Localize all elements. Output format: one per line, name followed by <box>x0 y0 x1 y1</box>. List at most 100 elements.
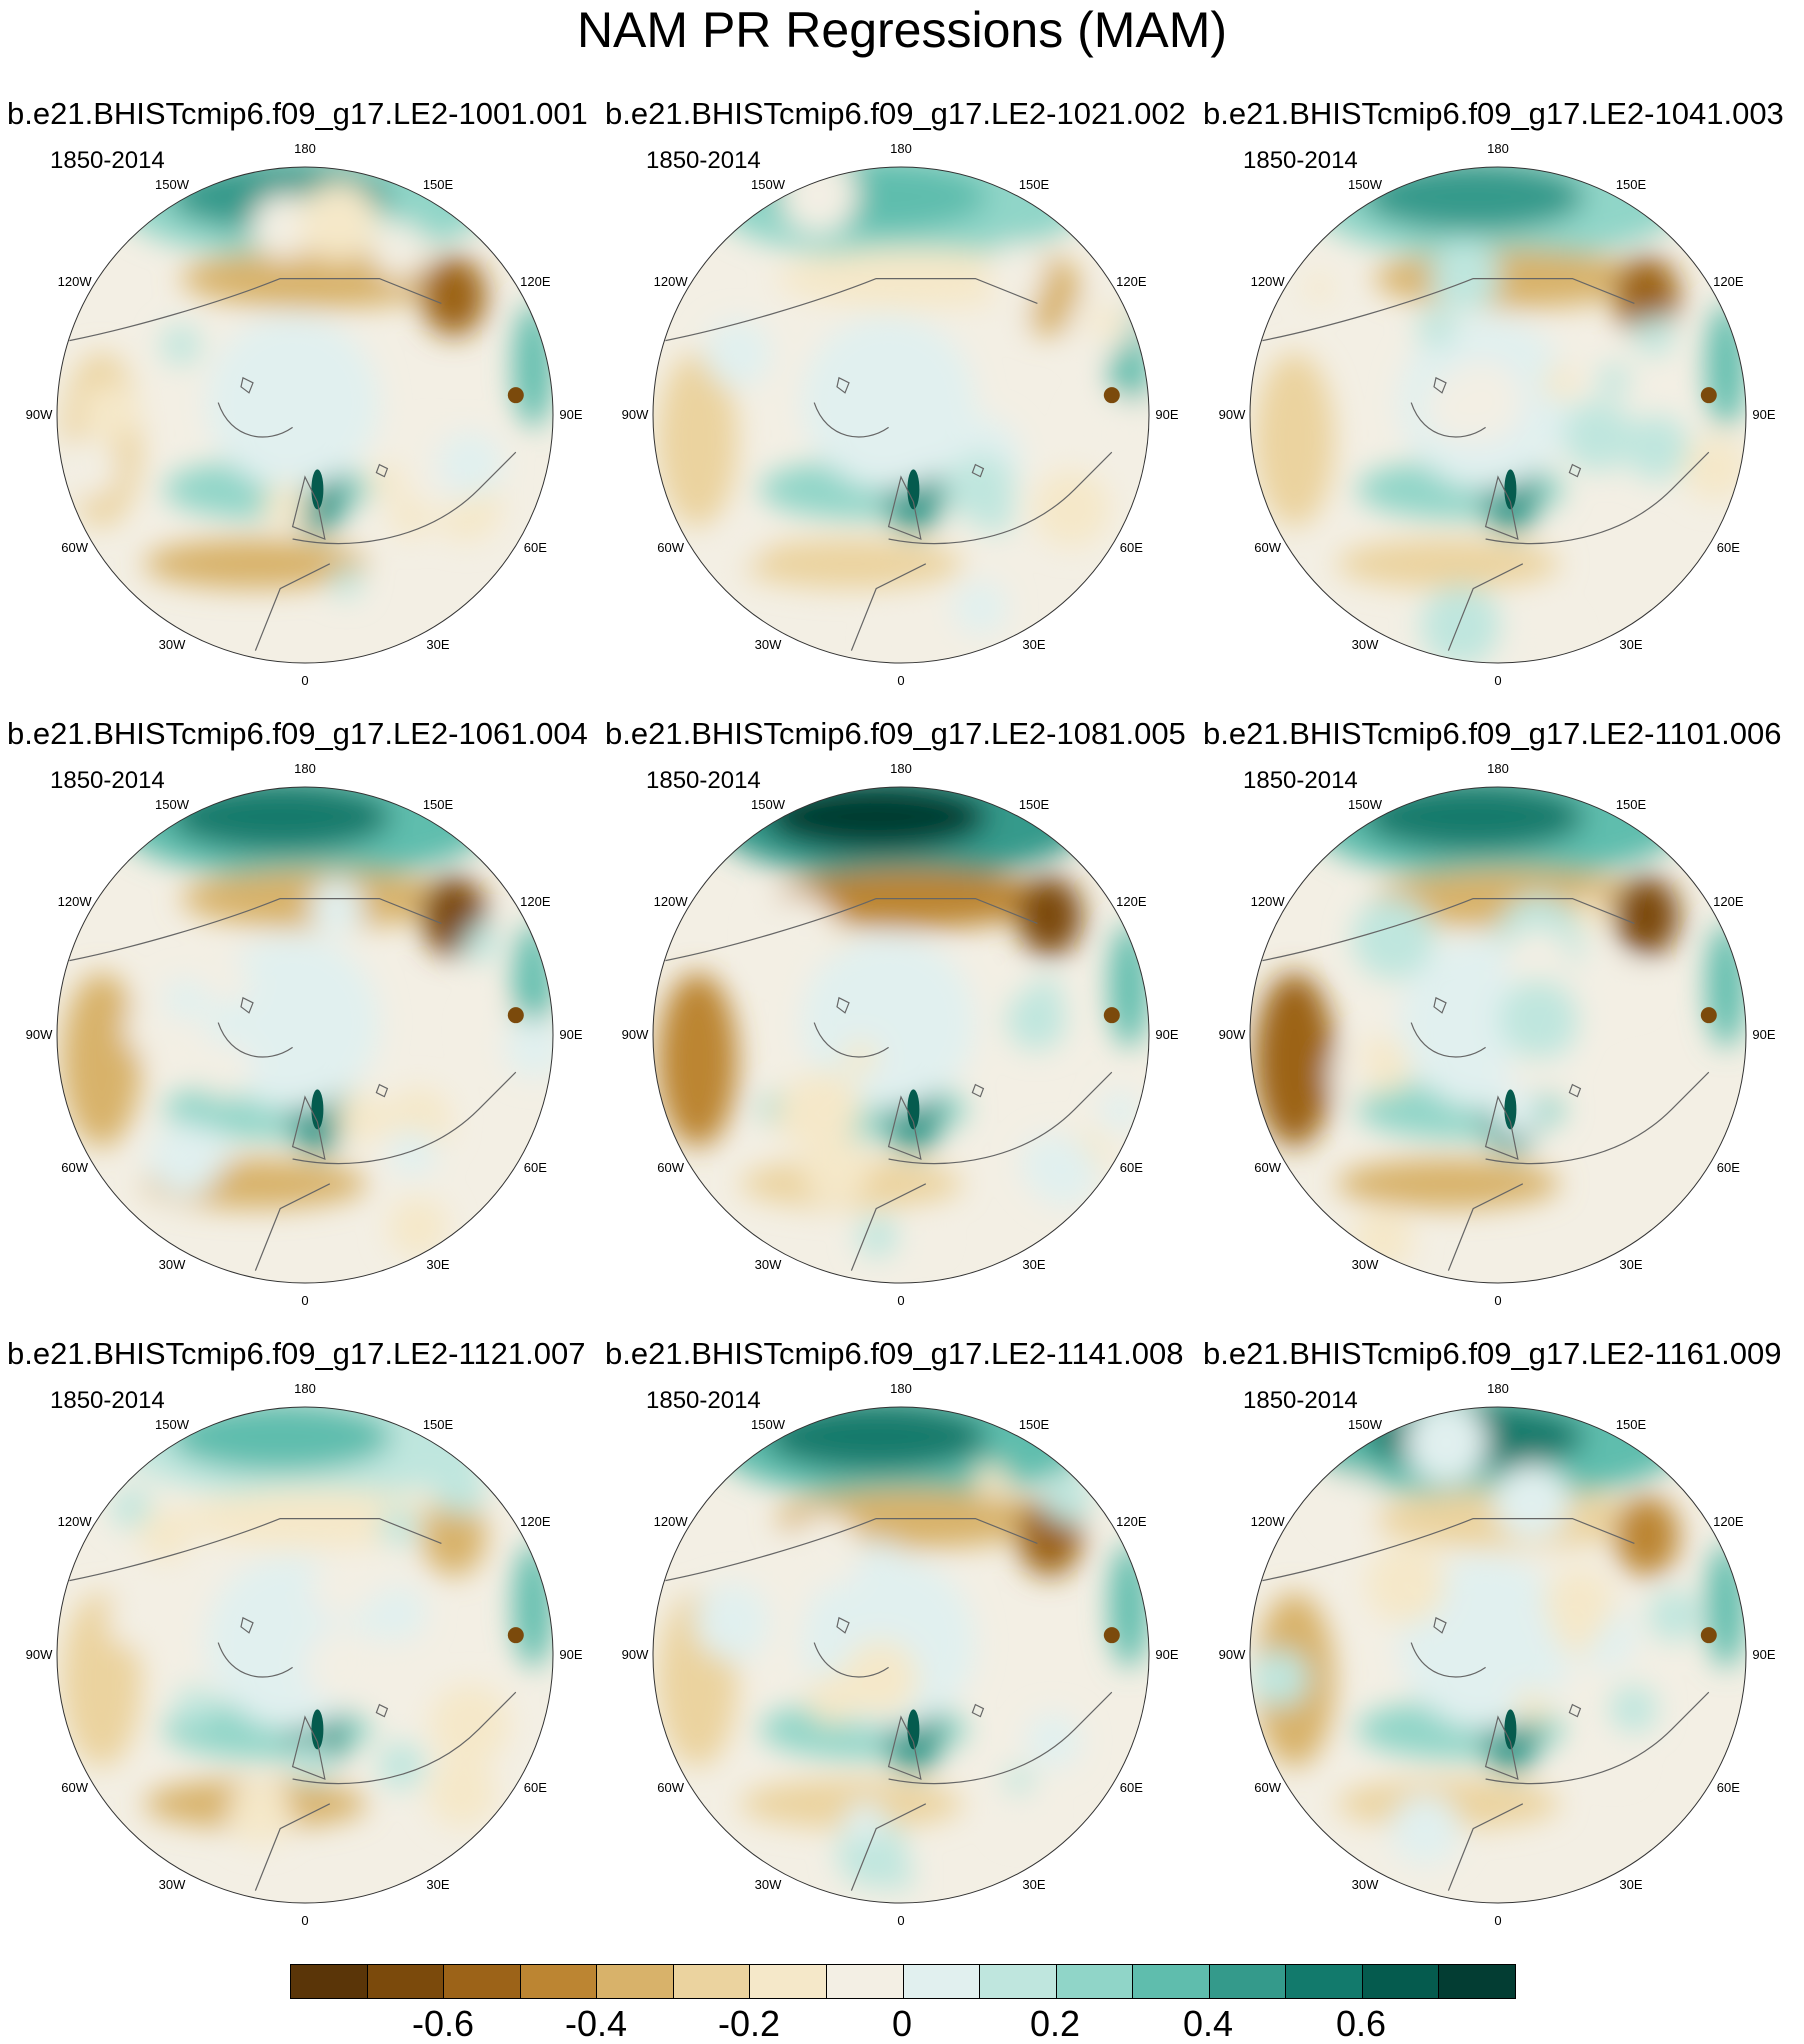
lon-label: 120W <box>57 274 92 289</box>
panel-title: b.e21.BHISTcmip6.f09_g17.LE2-1161.009 <box>1203 1336 1782 1371</box>
panel-title: b.e21.BHISTcmip6.f09_g17.LE2-1121.007 <box>7 1336 586 1371</box>
lon-label: 180 <box>890 1381 912 1396</box>
period-label: 1850-2014 <box>646 1387 761 1414</box>
lon-label: 60E <box>523 1780 547 1795</box>
lon-label: 150E <box>1018 176 1050 192</box>
lon-label: 60W <box>61 540 88 555</box>
lon-label: 90W <box>621 1647 649 1662</box>
colorbar-tick-label: 0.4 <box>1182 2003 1234 2044</box>
colorbar-tick-label: -0.2 <box>717 2003 781 2044</box>
lon-label: 150W <box>751 1416 785 1432</box>
colorbar-cell <box>903 1965 981 1998</box>
colorbar <box>290 1964 1516 1999</box>
lon-label: 60W <box>1254 1780 1281 1795</box>
lon-label: 120E <box>1116 1514 1147 1529</box>
lon-label: 0 <box>897 1293 905 1308</box>
lon-label: 0 <box>301 1913 309 1928</box>
colorbar-cell <box>1133 1965 1210 1998</box>
colorbar-cell <box>1362 1965 1440 1998</box>
lon-label: 90E <box>1155 1647 1179 1662</box>
panel-title: b.e21.BHISTcmip6.f09_g17.LE2-1101.006 <box>1203 716 1782 751</box>
lon-label: 120W <box>653 274 688 289</box>
lon-label: 0 <box>1494 673 1502 688</box>
lon-label: 30E <box>1022 637 1046 653</box>
period-label: 1850-2014 <box>646 767 761 794</box>
colorbar-tick-label: 0.6 <box>1335 2003 1387 2044</box>
polar-map <box>652 1406 1150 1904</box>
lon-label: 60E <box>523 1160 547 1175</box>
lon-label: 30W <box>754 1257 782 1273</box>
panel-title: b.e21.BHISTcmip6.f09_g17.LE2-1141.008 <box>605 1336 1184 1371</box>
period-label: 1850-2014 <box>50 1387 165 1414</box>
colorbar-cell <box>367 1965 445 1998</box>
lon-label: 150E <box>422 176 454 192</box>
lon-label: 30W <box>754 637 782 653</box>
polar-map <box>1249 166 1747 664</box>
colorbar-tick-label: 0.2 <box>1029 2003 1081 2044</box>
lon-label: 0 <box>301 1293 309 1308</box>
lon-label: 150W <box>751 176 785 192</box>
colorbar-tick-label: -0.4 <box>564 2003 628 2044</box>
lon-label: 180 <box>1487 1381 1509 1396</box>
lon-label: 30W <box>1351 637 1379 653</box>
lon-label: 30E <box>1619 637 1643 653</box>
lon-label: 150E <box>1615 796 1647 812</box>
colorbar-cell <box>673 1965 751 1998</box>
lon-label: 180 <box>294 141 316 156</box>
lon-label: 120W <box>653 1514 688 1529</box>
lon-label: 120E <box>520 894 551 909</box>
lon-label: 90E <box>559 1647 583 1662</box>
lon-label: 120W <box>1250 274 1285 289</box>
panel-title: b.e21.BHISTcmip6.f09_g17.LE2-1021.002 <box>605 96 1186 131</box>
lon-label: 60E <box>1716 540 1740 555</box>
lon-label: 60E <box>1119 540 1143 555</box>
lon-label: 30W <box>158 637 186 653</box>
lon-label: 30E <box>1022 1257 1046 1273</box>
polar-map <box>1249 786 1747 1284</box>
period-label: 1850-2014 <box>50 147 165 174</box>
lon-label: 30E <box>426 637 450 653</box>
lon-label: 60W <box>657 1780 684 1795</box>
lon-label: 0 <box>1494 1293 1502 1308</box>
colorbar-cell <box>1439 1965 1515 1998</box>
lon-label: 150E <box>1018 1416 1050 1432</box>
lon-label: 60W <box>1254 1160 1281 1175</box>
colorbar-cell <box>1056 1965 1134 1998</box>
lon-label: 90W <box>25 1647 53 1662</box>
colorbar-cell <box>1286 1965 1363 1998</box>
polar-map <box>652 166 1150 664</box>
lon-label: 30E <box>1619 1877 1643 1893</box>
lon-label: 30W <box>158 1257 186 1273</box>
lon-label: 0 <box>897 1913 905 1928</box>
lon-label: 60E <box>1716 1780 1740 1795</box>
lon-label: 150E <box>1615 1416 1647 1432</box>
lon-label: 90E <box>1752 407 1776 422</box>
lon-label: 120W <box>57 894 92 909</box>
colorbar-tick-label: 0 <box>891 2003 913 2044</box>
lon-label: 180 <box>294 1381 316 1396</box>
lon-label: 150W <box>1348 176 1382 192</box>
lon-label: 60W <box>657 1160 684 1175</box>
lon-label: 30E <box>426 1257 450 1273</box>
period-label: 1850-2014 <box>646 147 761 174</box>
lon-label: 150W <box>155 796 189 812</box>
lon-label: 60E <box>1716 1160 1740 1175</box>
lon-label: 90E <box>559 407 583 422</box>
lon-label: 150W <box>155 1416 189 1432</box>
lon-label: 90W <box>25 1027 53 1042</box>
polar-map <box>56 1406 554 1904</box>
period-label: 1850-2014 <box>1243 1387 1358 1414</box>
figure-title: NAM PR Regressions (MAM) <box>576 2 1228 58</box>
lon-label: 150W <box>751 796 785 812</box>
polar-map <box>56 786 554 1284</box>
lon-label: 150E <box>1615 176 1647 192</box>
colorbar-cell <box>980 1965 1057 1998</box>
lon-label: 120E <box>1713 274 1744 289</box>
lon-label: 60E <box>1119 1160 1143 1175</box>
colorbar-cell <box>826 1965 904 1998</box>
colorbar-cell <box>750 1965 827 1998</box>
lon-label: 180 <box>890 761 912 776</box>
lon-label: 150E <box>422 1416 454 1432</box>
lon-label: 90W <box>25 407 53 422</box>
lon-label: 60W <box>61 1160 88 1175</box>
